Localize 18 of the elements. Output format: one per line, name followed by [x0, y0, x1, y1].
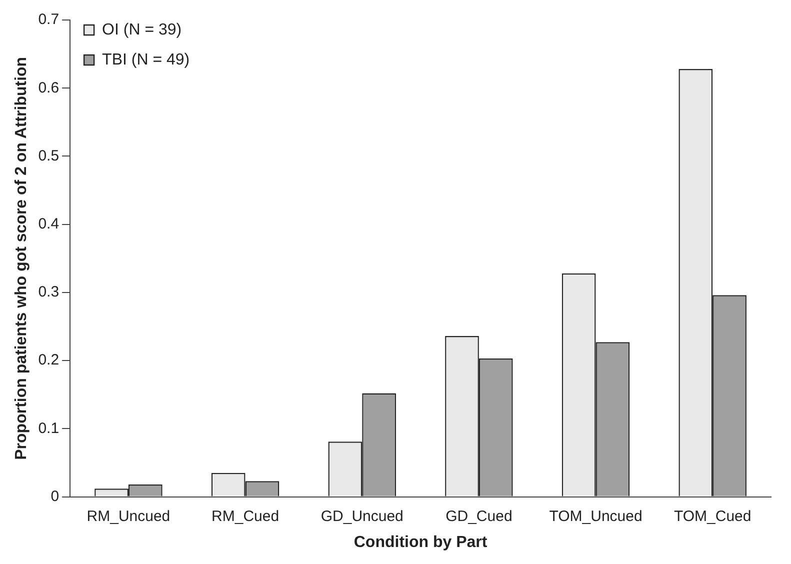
y-tick-label: 0.1: [38, 420, 60, 437]
x-tick-label: RM_Cued: [212, 508, 280, 525]
legend-label: OI (N = 39): [102, 21, 182, 38]
y-tick-label: 0.6: [38, 79, 60, 96]
x-tick-label: RM_Uncued: [86, 508, 170, 525]
y-tick-label: 0.3: [38, 284, 60, 301]
y-tick-label: 0.2: [38, 352, 60, 369]
y-tick-label: 0: [50, 488, 60, 505]
x-tick-label: GD_Uncued: [320, 508, 404, 525]
x-axis-title: Condition by Part: [354, 534, 488, 551]
x-tick-label: TOM_Cued: [674, 508, 752, 525]
y-tick-label: 0.4: [38, 215, 60, 232]
legend-label: TBI (N = 49): [102, 51, 190, 68]
y-tick-label: 0.7: [38, 11, 60, 28]
x-tick-label: GD_Cued: [446, 508, 512, 525]
x-tick-label: TOM_Uncued: [549, 508, 642, 525]
y-tick-label: 0.5: [38, 147, 60, 164]
y-axis-title: Proportion patients who got score of 2 on Attribution: [13, 56, 30, 460]
